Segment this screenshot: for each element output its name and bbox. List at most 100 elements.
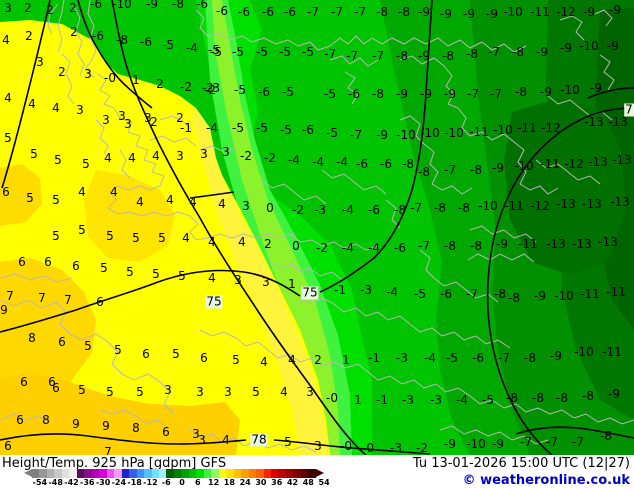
temperature-value: 5 (78, 383, 86, 397)
temperature-value: -6 (348, 87, 360, 101)
temperature-value: 6 (44, 255, 52, 269)
temperature-value: -9 (492, 437, 504, 451)
temperature-value: -5 (232, 121, 244, 135)
temperature-value: 9 (0, 303, 8, 317)
temperature-value: -7 (488, 45, 500, 59)
temperature-value: -8 (376, 5, 388, 19)
temperature-value: -6 (368, 203, 380, 217)
temperature-value: -3 (360, 283, 372, 297)
temperature-value: 3 (76, 103, 84, 117)
temperature-value: -10 (466, 437, 486, 451)
temperature-value: 4 (152, 149, 160, 163)
colorbar-tick: -36 (80, 478, 95, 487)
temperature-value: 2 (70, 25, 78, 39)
temperature-value: 6 (16, 413, 24, 427)
colorbar-swatch (166, 469, 174, 478)
colorbar-swatch (158, 469, 167, 478)
colorbar-swatch (300, 469, 309, 478)
temperature-value: -9 (496, 237, 508, 251)
temperature-value: 4 (208, 235, 216, 249)
colorbar-swatch (84, 469, 92, 478)
colorbar-swatch (99, 469, 107, 478)
temperature-value: -6 (472, 351, 484, 365)
temperature-value: -7 (372, 49, 384, 63)
temperature-value: -4 (186, 41, 198, 55)
temperature-value: 7 (38, 291, 46, 305)
temperature-value: -9 (463, 7, 475, 21)
temperature-value: -8 (508, 291, 520, 305)
temperature-value: -8 (434, 201, 446, 215)
temperature-value: -4 (424, 351, 436, 365)
colorbar-tick: -6 (161, 478, 171, 487)
temperature-value: 3 (222, 145, 230, 159)
temperature-value: 5 (106, 229, 114, 243)
colorbar-tick: 18 (223, 478, 235, 487)
temperature-value: 3 (198, 433, 206, 447)
temperature-value: -7 (520, 435, 532, 449)
temperature-value: 5 (52, 229, 60, 243)
temperature-value: 5 (54, 153, 62, 167)
temperature-value: -4 (336, 155, 348, 169)
temperature-value: 5 (158, 231, 166, 245)
temperature-value: 3 (102, 113, 110, 127)
temperature-value: 6 (20, 375, 28, 389)
temperature-value: -8 (466, 47, 478, 61)
temperature-value: 0 (292, 239, 300, 253)
temperature-value: 1 (132, 73, 140, 87)
temperature-value: -9 (418, 49, 430, 63)
colorbar-swatch (248, 469, 257, 478)
weather-map-canvas[interactable]: 3 2 2 2 -6 -10 -9 -8 -6 -6 -6 -6 -6 -7 -7 -7 -8 -8 -9 -9 -9-… (0, 0, 634, 455)
temperature-value: -8 (524, 351, 536, 365)
colorbar-legend[interactable]: -54 -48 -42 -36 -30 -24 -18 -12 -6 0 6 12 18 24 30 36 42… (24, 469, 340, 488)
temperature-value: 4 (78, 185, 86, 199)
temperature-value: -5 (256, 121, 268, 135)
temperature-value: -5 (279, 45, 291, 59)
colorbar-swatch (61, 469, 70, 478)
temperature-value: -2 (204, 83, 216, 97)
temperature-value: 4 (208, 271, 216, 285)
colorbar-tick: -48 (48, 478, 63, 487)
temperature-value: 1 (288, 277, 296, 291)
temperature-value: 5 (26, 191, 34, 205)
temperature-value: 3 (242, 199, 250, 213)
temperature-value: 2 (25, 29, 33, 43)
colorbar-swatch (211, 469, 219, 478)
temperature-value: -12 (541, 121, 561, 135)
temperature-value: 3 (118, 109, 126, 123)
colorbar-swatch (271, 469, 279, 478)
colorbar-swatch (226, 469, 234, 478)
temperature-value: 3 (224, 385, 232, 399)
temperature-value: 3 (84, 67, 92, 81)
temperature-value: -4 (342, 203, 354, 217)
temperature-value: 9 (72, 417, 80, 431)
temperature-value: -5 (482, 393, 494, 407)
temperature-value: -8 (116, 33, 128, 47)
temperature-value: -8 (396, 49, 408, 63)
copyright-label: © weatheronline.co.uk (462, 473, 630, 488)
temperature-value: -9 (486, 7, 498, 21)
temperature-value: -10 (574, 345, 594, 359)
map-title: Height/Temp. 925 hPa [gdpm] GFS (2, 456, 227, 471)
colorbar-swatch (263, 469, 271, 478)
temperature-value: 5 (52, 193, 60, 207)
temperature-value: -5 (232, 45, 244, 59)
temperature-value: -9 (146, 0, 158, 11)
temperature-value: 3 (192, 427, 200, 441)
temperature-value: 4 (182, 231, 190, 245)
temperature-value: -0 (362, 441, 374, 455)
temperature-value: 3 (234, 273, 242, 287)
temperature-value: 3 (196, 385, 204, 399)
temperature-value: -5 (234, 83, 246, 97)
temperature-value: -5 (282, 85, 294, 99)
temperature-value: 2 (264, 237, 272, 251)
temperature-value: -4 (288, 153, 300, 167)
colorbar-swatch (114, 469, 122, 478)
temperature-value: -9 (418, 5, 430, 19)
temperature-value: -6 (262, 5, 274, 19)
temperature-value: -5 (302, 45, 314, 59)
field-orange-warm4 (0, 164, 42, 226)
temperature-value: -2 (264, 151, 276, 165)
temperature-value: -11 (517, 121, 537, 135)
temperature-value: -7 (346, 49, 358, 63)
